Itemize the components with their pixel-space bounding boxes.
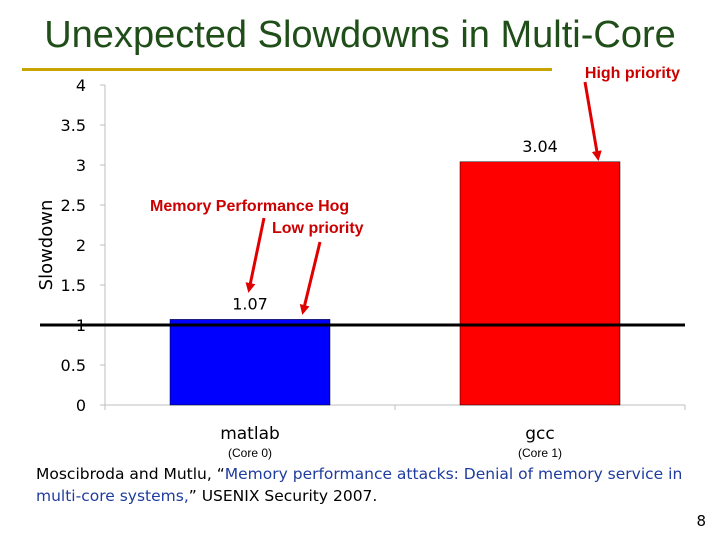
citation-venue: ” USENIX Security 2007. — [188, 487, 378, 505]
citation-authors: Moscibroda and Mutlu, “ — [36, 465, 225, 483]
y-axis-title: Slowdown — [36, 200, 57, 291]
citation: Moscibroda and Mutlu, “Memory performanc… — [36, 463, 696, 507]
core-label: (Core 0) — [228, 446, 272, 460]
bar-gcc — [459, 161, 621, 406]
bar-value-label: 3.04 — [522, 137, 558, 156]
y-tick-label: 0.5 — [61, 356, 86, 375]
citation-paper-title[interactable]: Memory performance attacks: Denial of me… — [36, 465, 683, 505]
memory-hog-label: Memory Performance Hog — [150, 198, 349, 215]
y-tick-label: 1.5 — [61, 276, 86, 295]
y-tick-label: 2.5 — [61, 196, 86, 215]
title-underline — [22, 68, 552, 71]
slide-title: Unexpected Slowdowns in Multi-Core — [44, 14, 676, 56]
bar-value-label: 1.07 — [232, 294, 268, 313]
high-priority-arrow — [583, 81, 602, 161]
y-tick-label: 4 — [76, 76, 86, 95]
y-tick-label: 3 — [76, 156, 86, 175]
category-label: matlab — [220, 424, 280, 444]
y-tick-label: 2 — [76, 236, 86, 255]
low-priority-label: Low priority — [272, 220, 364, 237]
low-priority-arrow-right — [299, 241, 322, 315]
y-tick-label: 0 — [76, 396, 86, 415]
core-label: (Core 1) — [518, 446, 562, 460]
bar-matlab — [169, 319, 331, 406]
y-tick-label: 3.5 — [61, 116, 86, 135]
high-priority-label: High priority — [585, 65, 680, 82]
memory-hog-label-bg — [146, 191, 402, 215]
page-number: 8 — [696, 512, 706, 530]
low-priority-arrow-left — [245, 217, 266, 293]
category-label: gcc — [525, 424, 554, 444]
low-priority-label-bg — [258, 215, 390, 239]
